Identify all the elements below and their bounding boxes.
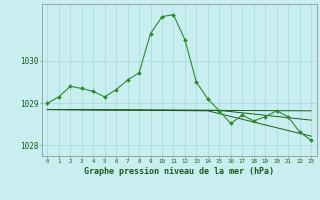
X-axis label: Graphe pression niveau de la mer (hPa): Graphe pression niveau de la mer (hPa) bbox=[84, 167, 274, 176]
